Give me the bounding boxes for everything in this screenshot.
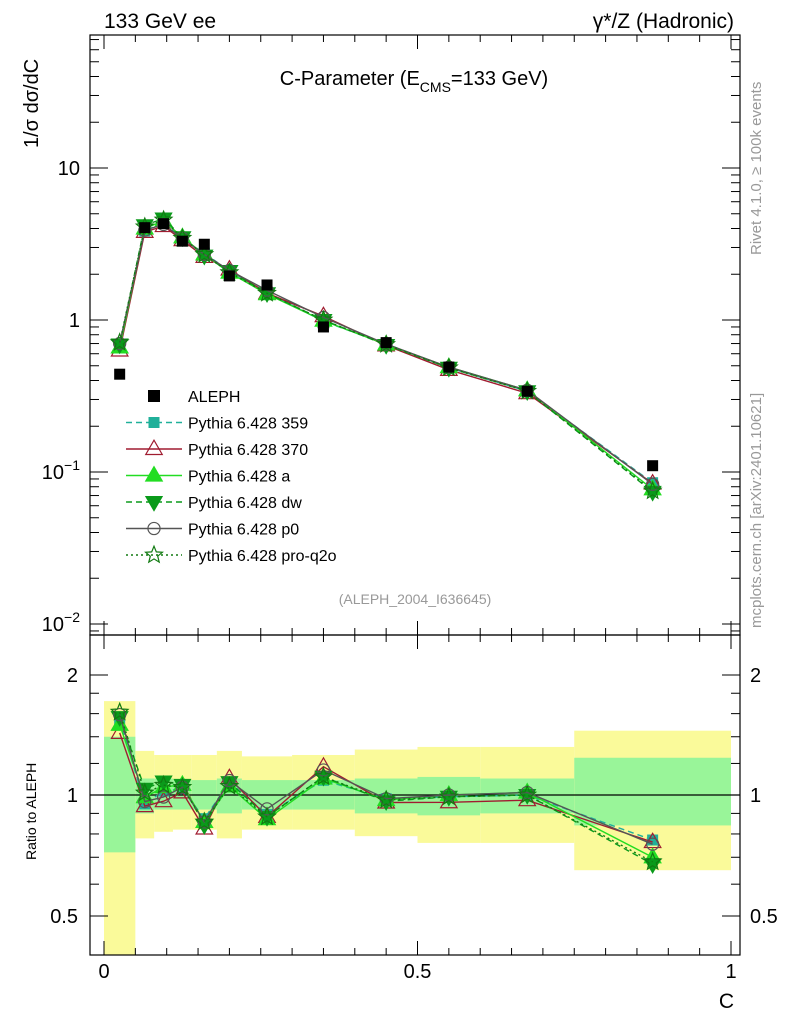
data-point bbox=[380, 337, 392, 349]
legend-label-1: Pythia 6.428 370 bbox=[188, 442, 308, 459]
data-point bbox=[647, 460, 659, 472]
ratio-y-axis-label: Ratio to ALEPH bbox=[23, 763, 39, 860]
ratio-point-5 bbox=[109, 701, 130, 721]
series-point-5 bbox=[194, 243, 215, 263]
ratio-point-5 bbox=[194, 811, 215, 831]
ratio-tick-label-left: 1 bbox=[67, 785, 78, 807]
legend-marker-2 bbox=[144, 465, 164, 482]
series-point-5 bbox=[109, 332, 130, 352]
legend-label-data: ALEPH bbox=[188, 389, 240, 406]
ratio-tick-label-left: 0.5 bbox=[50, 906, 78, 928]
ratio-point-5 bbox=[376, 789, 397, 809]
series-point-5 bbox=[376, 334, 397, 353]
legend-marker-data bbox=[148, 390, 160, 402]
legend-label-2: Pythia 6.428 a bbox=[188, 469, 290, 486]
ratio-tick-label-right: 1 bbox=[750, 785, 761, 807]
series-point-5 bbox=[257, 282, 277, 302]
title-sub: CMS bbox=[420, 79, 451, 95]
data-point bbox=[158, 218, 170, 230]
main-frame bbox=[89, 34, 741, 636]
rivet-version-label: Rivet 4.1.0, ≥ 100k events bbox=[748, 82, 765, 255]
ratio-point-4 bbox=[156, 790, 171, 804]
ratio-point-4 bbox=[113, 707, 127, 722]
title-tail: =133 GeV) bbox=[451, 68, 548, 90]
data-point bbox=[443, 361, 455, 373]
ratio-tick-label-left: 2 bbox=[67, 665, 78, 687]
legend-label-4: Pythia 6.428 p0 bbox=[188, 522, 299, 539]
legend-marker-3 bbox=[144, 496, 164, 512]
process-label: γ*/Z (Hadronic) bbox=[593, 10, 734, 33]
ratio-plot: 0.5 0.5 1 1 2 2 Ratio to ALEPH 0 0.5 1 C bbox=[23, 634, 778, 1013]
legend-label-0: Pythia 6.428 359 bbox=[188, 416, 308, 433]
ratio-point-4 bbox=[222, 773, 237, 788]
ratio-point-4 bbox=[260, 802, 274, 816]
title-main: C-Parameter (E bbox=[280, 68, 420, 90]
legend-label-3: Pythia 6.428 dw bbox=[188, 495, 302, 512]
chart-title: C-Parameter (ECMS=133 GeV) bbox=[280, 68, 548, 95]
ratio-point-5 bbox=[642, 851, 663, 871]
data-point bbox=[176, 235, 188, 247]
series-point-4 bbox=[645, 477, 660, 491]
x-tick-label: 1 bbox=[725, 961, 736, 983]
y-tick-label: 10 bbox=[58, 158, 80, 180]
y-tick-label: 10−2 bbox=[42, 609, 80, 636]
analysis-watermark: (ALEPH_2004_I636645) bbox=[339, 591, 492, 607]
legend-marker-5 bbox=[144, 544, 164, 564]
legend-marker-0 bbox=[148, 417, 160, 428]
ratio-point-5 bbox=[257, 806, 277, 826]
ratio-tick-label-right: 0.5 bbox=[750, 906, 778, 928]
mcplots-label: mcplots.cern.ch [arXiv:2401.10621] bbox=[748, 393, 765, 628]
ratio-point-5 bbox=[219, 775, 240, 795]
main-plot: 10−2 10−1 1 10 C-Parameter (ECMS=133 GeV) (… bbox=[21, 34, 741, 636]
y-tick-label: 10−1 bbox=[42, 457, 80, 484]
data-point bbox=[521, 385, 533, 397]
legend-marker-4 bbox=[147, 521, 161, 536]
ratio-point-5 bbox=[517, 784, 538, 804]
data-point bbox=[261, 279, 273, 291]
x-axis-label: C bbox=[719, 990, 734, 1013]
y-tick-label: 1 bbox=[69, 310, 80, 332]
data-point bbox=[223, 270, 235, 282]
energy-label: 133 GeV ee bbox=[104, 10, 216, 33]
ratio-point-0 bbox=[647, 834, 659, 846]
data-point bbox=[139, 222, 151, 234]
ratio-point-4 bbox=[645, 837, 660, 851]
series-point-4 bbox=[113, 336, 127, 351]
ratio-point-1 bbox=[154, 791, 173, 808]
ratio-point-1 bbox=[135, 796, 155, 813]
ratio-point-5 bbox=[153, 774, 174, 794]
series-point-5 bbox=[642, 480, 663, 500]
data-point bbox=[114, 368, 126, 380]
ratio-band-inner bbox=[574, 757, 731, 826]
ratio-point-5 bbox=[134, 782, 155, 802]
ratio-point-5 bbox=[438, 786, 459, 806]
ratio-point-5 bbox=[172, 776, 193, 796]
legend: ALEPH Pythia 6.428 359 Pythia 6.428 370 Pyt… bbox=[126, 389, 337, 565]
x-tick-label: 0.5 bbox=[404, 961, 432, 983]
ratio-tick-label-right: 2 bbox=[750, 665, 761, 687]
legend-marker-1 bbox=[144, 438, 164, 456]
data-point bbox=[198, 238, 210, 250]
ratio-point-4 bbox=[138, 794, 152, 809]
ratio-point-5 bbox=[313, 766, 334, 786]
data-point bbox=[317, 321, 329, 333]
y-axis-label: 1/σ dσ/dC bbox=[21, 59, 43, 148]
x-tick-label: 0 bbox=[98, 961, 109, 983]
legend-label-5: Pythia 6.428 pro-q2o bbox=[188, 548, 337, 565]
ratio-line-4 bbox=[119, 714, 653, 845]
ratio-point-4 bbox=[316, 763, 331, 777]
